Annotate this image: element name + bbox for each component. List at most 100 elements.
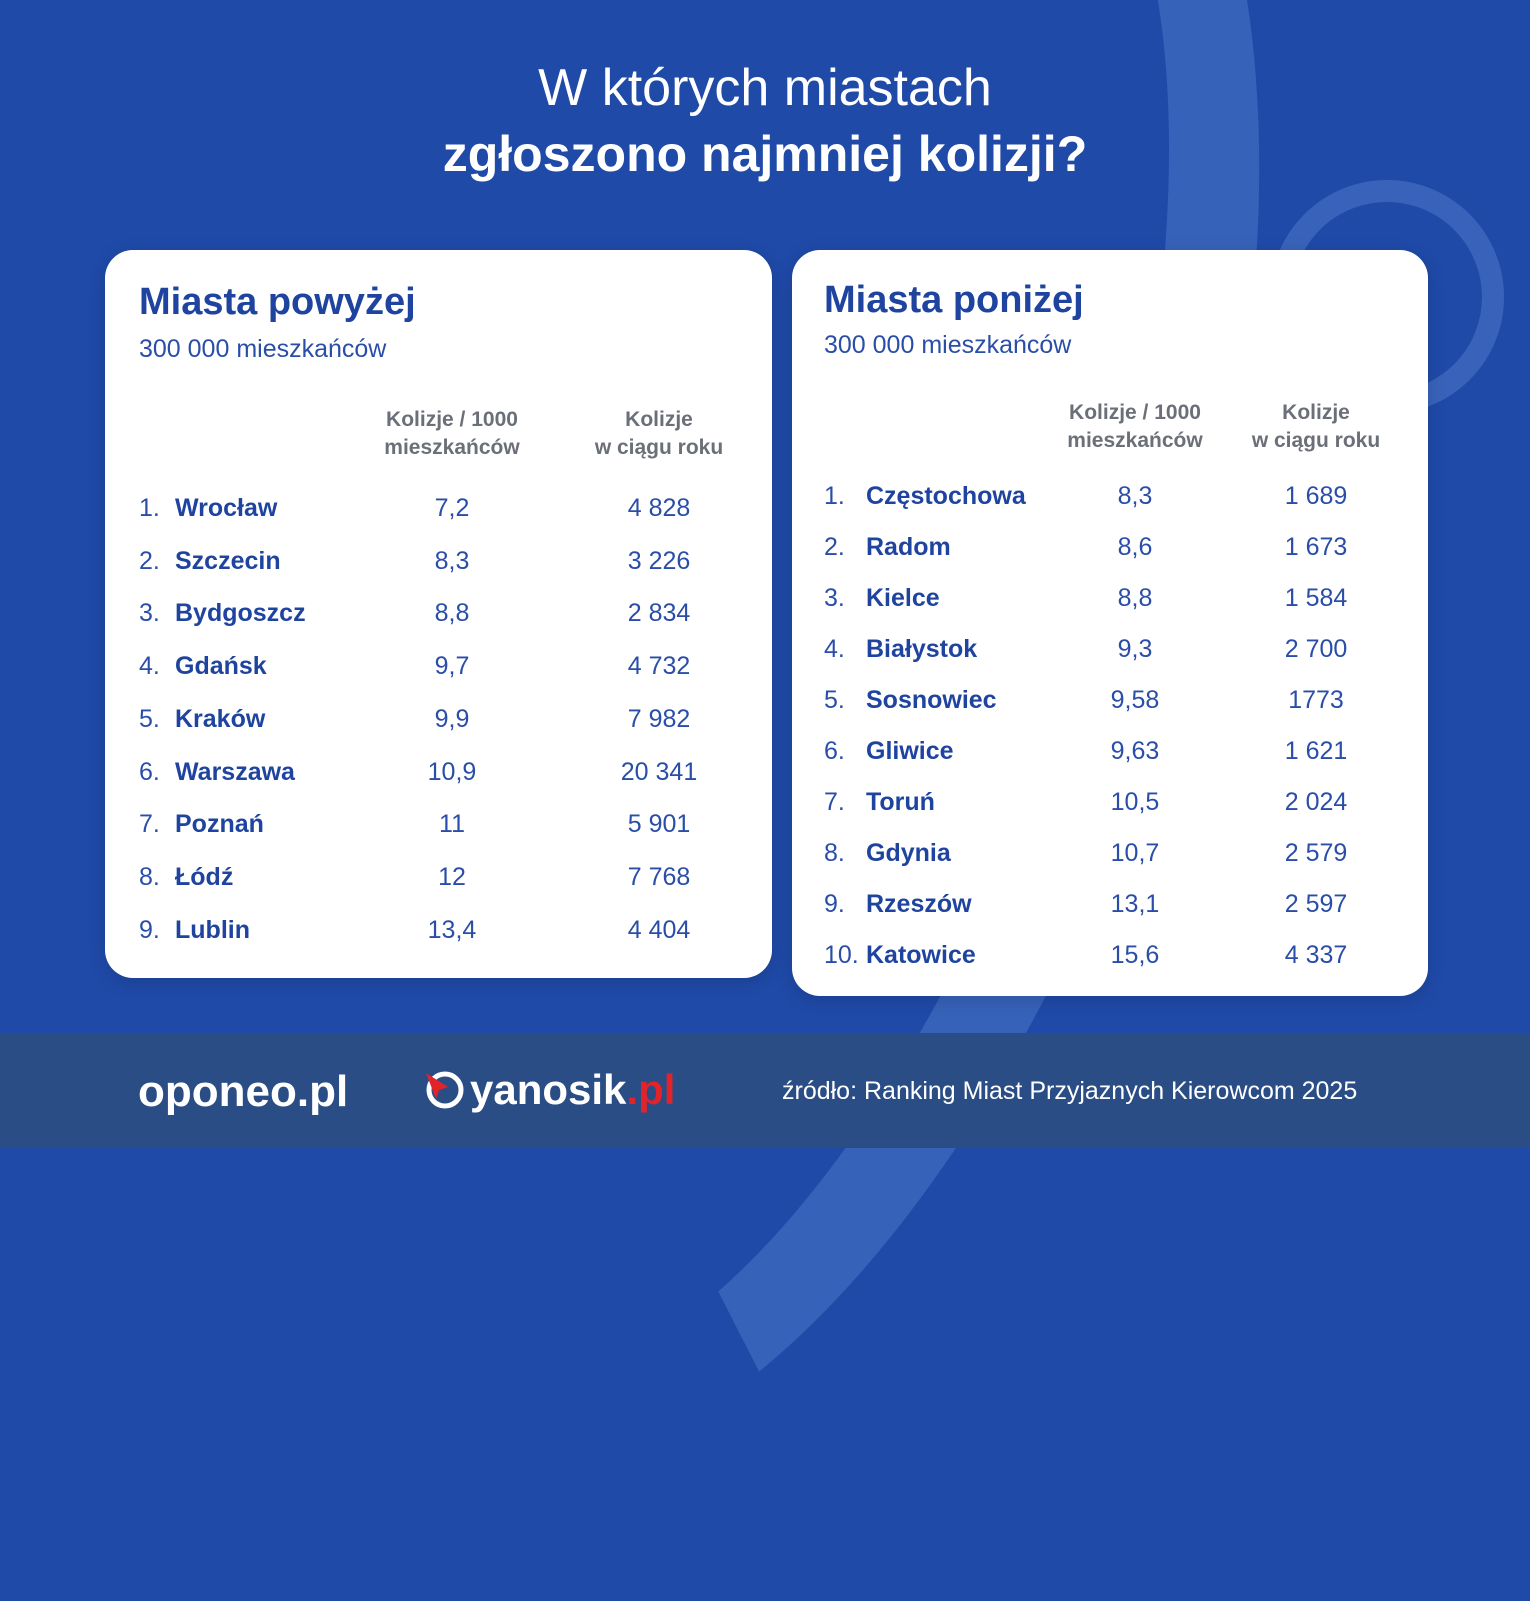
rank-cell: 2. bbox=[139, 546, 160, 575]
collisions-per-1000: 9,3 bbox=[1117, 635, 1153, 663]
rank-cell: 1. bbox=[824, 482, 845, 510]
city-name: Warszawa bbox=[175, 757, 295, 786]
rank-cell: 9. bbox=[139, 915, 160, 944]
table-card-above-300k: Miasta powyżej 300 000 mieszkańców Koliz… bbox=[105, 250, 772, 978]
table-card-below-300k: Miasta poniżej 300 000 mieszkańców Koliz… bbox=[792, 250, 1428, 996]
collisions-per-1000: 10,9 bbox=[427, 757, 477, 786]
collisions-per-year: 2 579 bbox=[1284, 839, 1348, 867]
rank-cell: 4. bbox=[824, 635, 845, 663]
yanosik-logo-name: yanosik bbox=[470, 1066, 627, 1113]
yanosik-logo: yanosik.pl bbox=[470, 1065, 675, 1115]
city-name: Łódź bbox=[175, 862, 234, 891]
collisions-per-year: 4 828 bbox=[627, 494, 691, 522]
table-row: 7. Toruń 10,5 2 024 bbox=[792, 782, 1428, 822]
table-row: 10. Katowice 15,6 4 337 bbox=[792, 935, 1428, 975]
collisions-per-1000: 10,7 bbox=[1110, 839, 1160, 867]
rank-cell: 3. bbox=[824, 584, 845, 612]
table-row: 2. Radom 8,6 1 673 bbox=[792, 527, 1428, 567]
city-name: Radom bbox=[866, 533, 951, 561]
rank-cell: 7. bbox=[139, 810, 160, 839]
rank-cell: 2. bbox=[824, 533, 845, 561]
city-name: Częstochowa bbox=[866, 482, 1026, 510]
rank-cell: 5. bbox=[139, 704, 160, 733]
rank-cell: 8. bbox=[139, 862, 160, 891]
collisions-per-year: 1 673 bbox=[1284, 533, 1348, 561]
collisions-per-year: 3 226 bbox=[627, 546, 691, 575]
column-header-per-1000: Kolizje / 1000 mieszkańców bbox=[1067, 401, 1203, 452]
collisions-per-1000: 13,4 bbox=[427, 915, 477, 944]
column-header-per-year: Kolizje w ciągu roku bbox=[594, 408, 724, 459]
table-row: 9. Rzeszów 13,1 2 597 bbox=[792, 884, 1428, 924]
table-row: 6. Warszawa 10,9 20 341 bbox=[105, 752, 772, 792]
city-name: Gliwice bbox=[866, 737, 954, 765]
city-name: Sosnowiec bbox=[866, 686, 997, 714]
table-row: 4. Białystok 9,3 2 700 bbox=[792, 629, 1428, 669]
card-title: Miasta poniżej bbox=[824, 279, 1084, 321]
card-subtitle: 300 000 mieszkańców bbox=[824, 331, 1072, 359]
collisions-per-year: 7 982 bbox=[627, 704, 691, 733]
city-name: Bydgoszcz bbox=[175, 599, 306, 628]
collisions-per-year: 7 768 bbox=[627, 862, 691, 891]
yanosik-arrow-icon bbox=[426, 1071, 464, 1109]
table-row: 3. Bydgoszcz 8,8 2 834 bbox=[105, 593, 772, 633]
table-row: 5. Sosnowiec 9,58 1773 bbox=[792, 680, 1428, 720]
collisions-per-1000: 8,8 bbox=[434, 599, 470, 628]
rank-cell: 5. bbox=[824, 686, 845, 714]
collisions-per-year: 1 689 bbox=[1284, 482, 1348, 510]
card-title: Miasta powyżej bbox=[139, 281, 416, 323]
city-name: Kraków bbox=[175, 704, 266, 733]
table-row: 8. Łódź 12 7 768 bbox=[105, 857, 772, 897]
rank-cell: 3. bbox=[139, 599, 160, 628]
collisions-per-1000: 12 bbox=[438, 862, 466, 891]
table-row: 3. Kielce 8,8 1 584 bbox=[792, 578, 1428, 618]
collisions-per-1000: 9,63 bbox=[1110, 737, 1160, 765]
rank-cell: 8. bbox=[824, 839, 845, 867]
rank-cell: 6. bbox=[824, 737, 845, 765]
oponeo-logo: oponeo.pl bbox=[138, 1067, 349, 1116]
table-row: 1. Częstochowa 8,3 1 689 bbox=[792, 476, 1428, 516]
card-subtitle: 300 000 mieszkańców bbox=[139, 335, 387, 363]
table-row: 5. Kraków 9,9 7 982 bbox=[105, 699, 772, 739]
collisions-per-year: 4 404 bbox=[627, 915, 691, 944]
city-name: Wrocław bbox=[175, 494, 278, 522]
rank-cell: 9. bbox=[824, 890, 845, 918]
footer-bar: oponeo.pl yanosik.pl źródło: Ranking Mia… bbox=[0, 1033, 1530, 1148]
title-line-1: W których miastach bbox=[538, 59, 992, 117]
yanosik-logo-tld: .pl bbox=[626, 1066, 676, 1113]
table-row: 9. Lublin 13,4 4 404 bbox=[105, 910, 772, 950]
collisions-per-1000: 9,7 bbox=[434, 652, 470, 681]
city-name: Rzeszów bbox=[866, 890, 972, 918]
collisions-per-year: 2 700 bbox=[1284, 635, 1348, 663]
collisions-per-year: 4 337 bbox=[1284, 941, 1348, 969]
column-header-per-1000: Kolizje / 1000 mieszkańców bbox=[384, 408, 520, 459]
city-name: Gdańsk bbox=[175, 652, 267, 681]
collisions-per-1000: 8,3 bbox=[434, 546, 470, 575]
table-row: 4. Gdańsk 9,7 4 732 bbox=[105, 646, 772, 686]
table-row: 7. Poznań 11 5 901 bbox=[105, 804, 772, 844]
city-name: Szczecin bbox=[175, 546, 281, 575]
rank-cell: 10. bbox=[824, 941, 859, 969]
collisions-per-1000: 13,1 bbox=[1110, 890, 1160, 918]
collisions-per-year: 1 621 bbox=[1284, 737, 1348, 765]
collisions-per-1000: 7,2 bbox=[434, 494, 470, 522]
collisions-per-year: 4 732 bbox=[627, 652, 691, 681]
city-name: Białystok bbox=[866, 635, 978, 663]
table-row: 1. Wrocław 7,2 4 828 bbox=[105, 488, 772, 528]
collisions-per-1000: 9,9 bbox=[434, 704, 470, 733]
collisions-per-year: 2 834 bbox=[627, 599, 691, 628]
collisions-per-year: 5 901 bbox=[627, 810, 691, 839]
city-name: Lublin bbox=[175, 915, 250, 944]
source-note: źródło: Ranking Miast Przyjaznych Kierow… bbox=[782, 1077, 1358, 1105]
column-header-per-year: Kolizje w ciągu roku bbox=[1251, 401, 1381, 452]
rank-cell: 6. bbox=[139, 757, 160, 786]
table-row: 2. Szczecin 8,3 3 226 bbox=[105, 541, 772, 581]
collisions-per-year: 2 597 bbox=[1284, 890, 1348, 918]
page-title: W których miastach zgłoszono najmniej ko… bbox=[0, 55, 1530, 187]
collisions-per-1000: 11 bbox=[439, 810, 465, 839]
rank-cell: 7. bbox=[824, 788, 845, 816]
collisions-per-year: 20 341 bbox=[620, 757, 698, 786]
collisions-per-1000: 8,8 bbox=[1117, 584, 1153, 612]
collisions-per-year: 1 584 bbox=[1284, 584, 1348, 612]
collisions-per-year: 2 024 bbox=[1284, 788, 1348, 816]
collisions-per-year: 1773 bbox=[1288, 686, 1344, 714]
